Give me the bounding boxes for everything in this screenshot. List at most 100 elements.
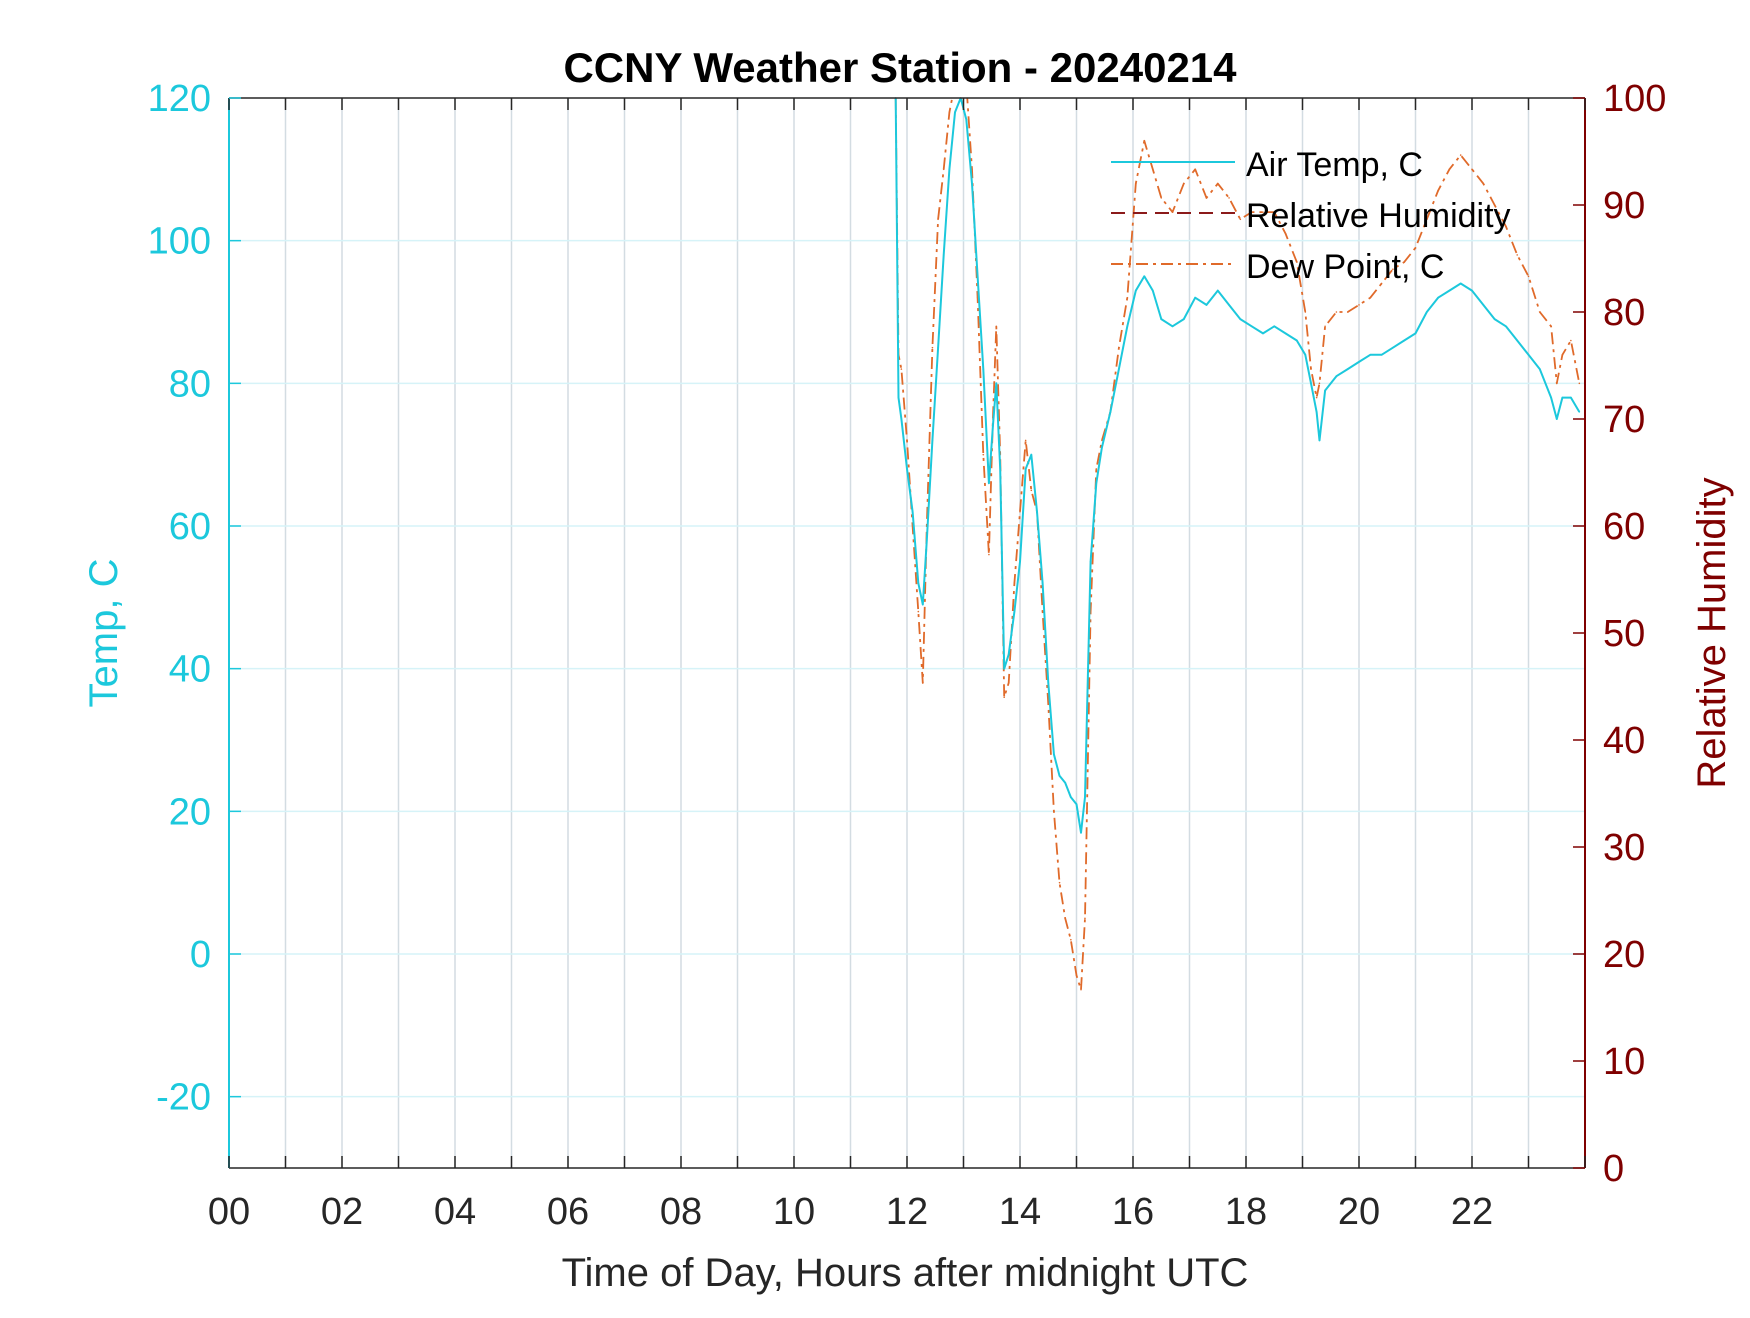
data-point bbox=[1358, 361, 1360, 363]
data-point bbox=[982, 453, 985, 456]
y-left-tick-label: 120 bbox=[148, 78, 211, 120]
data-point bbox=[971, 182, 973, 185]
data-point bbox=[1019, 510, 1021, 513]
y-right-tick-label: 100 bbox=[1603, 78, 1666, 120]
x-tick-label: 00 bbox=[208, 1191, 250, 1233]
data-point bbox=[1194, 296, 1196, 299]
y-left-tick-label: 100 bbox=[148, 221, 211, 263]
data-point bbox=[1505, 325, 1507, 328]
data-point bbox=[1346, 311, 1349, 313]
data-point bbox=[1273, 325, 1276, 328]
y-right-tick-label: 70 bbox=[1603, 399, 1645, 441]
y-axis-right-label: Relative Humidity bbox=[1690, 477, 1734, 788]
data-point bbox=[1403, 261, 1405, 263]
data-point bbox=[1516, 254, 1518, 256]
data-point bbox=[1448, 168, 1451, 171]
y-right-tick-label: 10 bbox=[1603, 1041, 1645, 1083]
data-point bbox=[1109, 411, 1112, 413]
y-left-tick-label: 40 bbox=[169, 649, 211, 691]
data-point bbox=[1578, 382, 1581, 385]
data-point bbox=[1392, 346, 1394, 349]
x-tick-label: 22 bbox=[1451, 1191, 1493, 1233]
data-point bbox=[1070, 938, 1072, 941]
data-point bbox=[1053, 810, 1055, 813]
data-point bbox=[1493, 204, 1496, 206]
data-point bbox=[1335, 311, 1338, 313]
data-point bbox=[1095, 482, 1098, 485]
tick-layer: 00 02 04 06 08 10 12 14 16 18 20 22-200204060801001… bbox=[148, 78, 1667, 1233]
grid-layer bbox=[229, 98, 1585, 1168]
y-right-tick-label: 40 bbox=[1603, 720, 1645, 762]
data-point bbox=[1459, 282, 1462, 285]
data-point bbox=[1239, 318, 1242, 320]
data-point bbox=[1448, 289, 1451, 292]
data-point bbox=[1047, 703, 1050, 706]
data-point bbox=[942, 254, 945, 256]
data-point bbox=[1310, 368, 1312, 370]
y-right-tick-label: 90 bbox=[1603, 185, 1645, 227]
data-point bbox=[1003, 667, 1005, 670]
data-point bbox=[1318, 382, 1321, 385]
data-point bbox=[1183, 182, 1185, 185]
data-point bbox=[1075, 974, 1078, 977]
data-point bbox=[1578, 411, 1581, 413]
data-point bbox=[1160, 318, 1163, 320]
data-point bbox=[1024, 468, 1027, 470]
data-point bbox=[1550, 325, 1552, 328]
data-point bbox=[1101, 439, 1103, 442]
data-point bbox=[937, 218, 939, 221]
data-point bbox=[1101, 446, 1103, 449]
data-point bbox=[1561, 354, 1564, 356]
x-tick-label: 10 bbox=[773, 1191, 815, 1233]
data-point bbox=[1426, 218, 1428, 221]
data-point bbox=[1013, 610, 1016, 613]
data-point bbox=[1030, 453, 1033, 456]
data-point bbox=[1183, 318, 1185, 320]
y-left-tick-label: 20 bbox=[169, 791, 211, 833]
data-point bbox=[1080, 831, 1082, 834]
y-axis-left-label: Temp, C bbox=[82, 559, 126, 708]
y-left-tick-label: 80 bbox=[169, 363, 211, 405]
data-point bbox=[1539, 368, 1541, 370]
y-left-tick-label: 0 bbox=[190, 934, 211, 976]
data-point bbox=[1437, 296, 1439, 299]
data-point bbox=[995, 382, 998, 385]
data-point bbox=[1013, 582, 1016, 584]
data-point bbox=[1084, 917, 1086, 920]
y-left-tick-label: 60 bbox=[169, 506, 211, 548]
data-point bbox=[988, 482, 990, 485]
data-point bbox=[1151, 289, 1154, 292]
data-point bbox=[1047, 682, 1050, 684]
data-point bbox=[1304, 354, 1307, 356]
x-tick-label: 12 bbox=[886, 1191, 928, 1233]
data-point bbox=[1058, 881, 1061, 884]
data-point bbox=[1171, 211, 1174, 213]
legend-label-dew-point: Dew Point, C bbox=[1246, 248, 1444, 286]
y-right-tick-label: 60 bbox=[1603, 506, 1645, 548]
data-point bbox=[1041, 582, 1044, 584]
legend-label-relative-humidity: Relative Humidity bbox=[1246, 197, 1511, 235]
data-point bbox=[1030, 489, 1033, 492]
data-point bbox=[1058, 774, 1061, 777]
data-point bbox=[906, 468, 908, 470]
x-axis-label: Time of Day, Hours after midnight UTC bbox=[562, 1251, 1249, 1295]
data-point bbox=[1414, 247, 1417, 249]
y-left-tick-label: -20 bbox=[156, 1077, 211, 1119]
data-point bbox=[1392, 268, 1394, 271]
data-point bbox=[1555, 382, 1558, 385]
data-point bbox=[1036, 510, 1038, 513]
data-point bbox=[1296, 261, 1298, 263]
x-tick-label: 04 bbox=[434, 1191, 476, 1233]
data-point bbox=[1318, 439, 1321, 442]
data-point bbox=[1403, 339, 1405, 342]
data-point bbox=[1024, 439, 1027, 442]
data-point bbox=[1151, 168, 1154, 171]
data-point bbox=[999, 468, 1002, 470]
data-point bbox=[1516, 339, 1518, 342]
data-point bbox=[1135, 182, 1137, 185]
data-point bbox=[1075, 803, 1078, 805]
data-point bbox=[1358, 304, 1360, 306]
data-point bbox=[992, 425, 994, 427]
data-point bbox=[900, 418, 903, 420]
data-point bbox=[1053, 753, 1055, 756]
